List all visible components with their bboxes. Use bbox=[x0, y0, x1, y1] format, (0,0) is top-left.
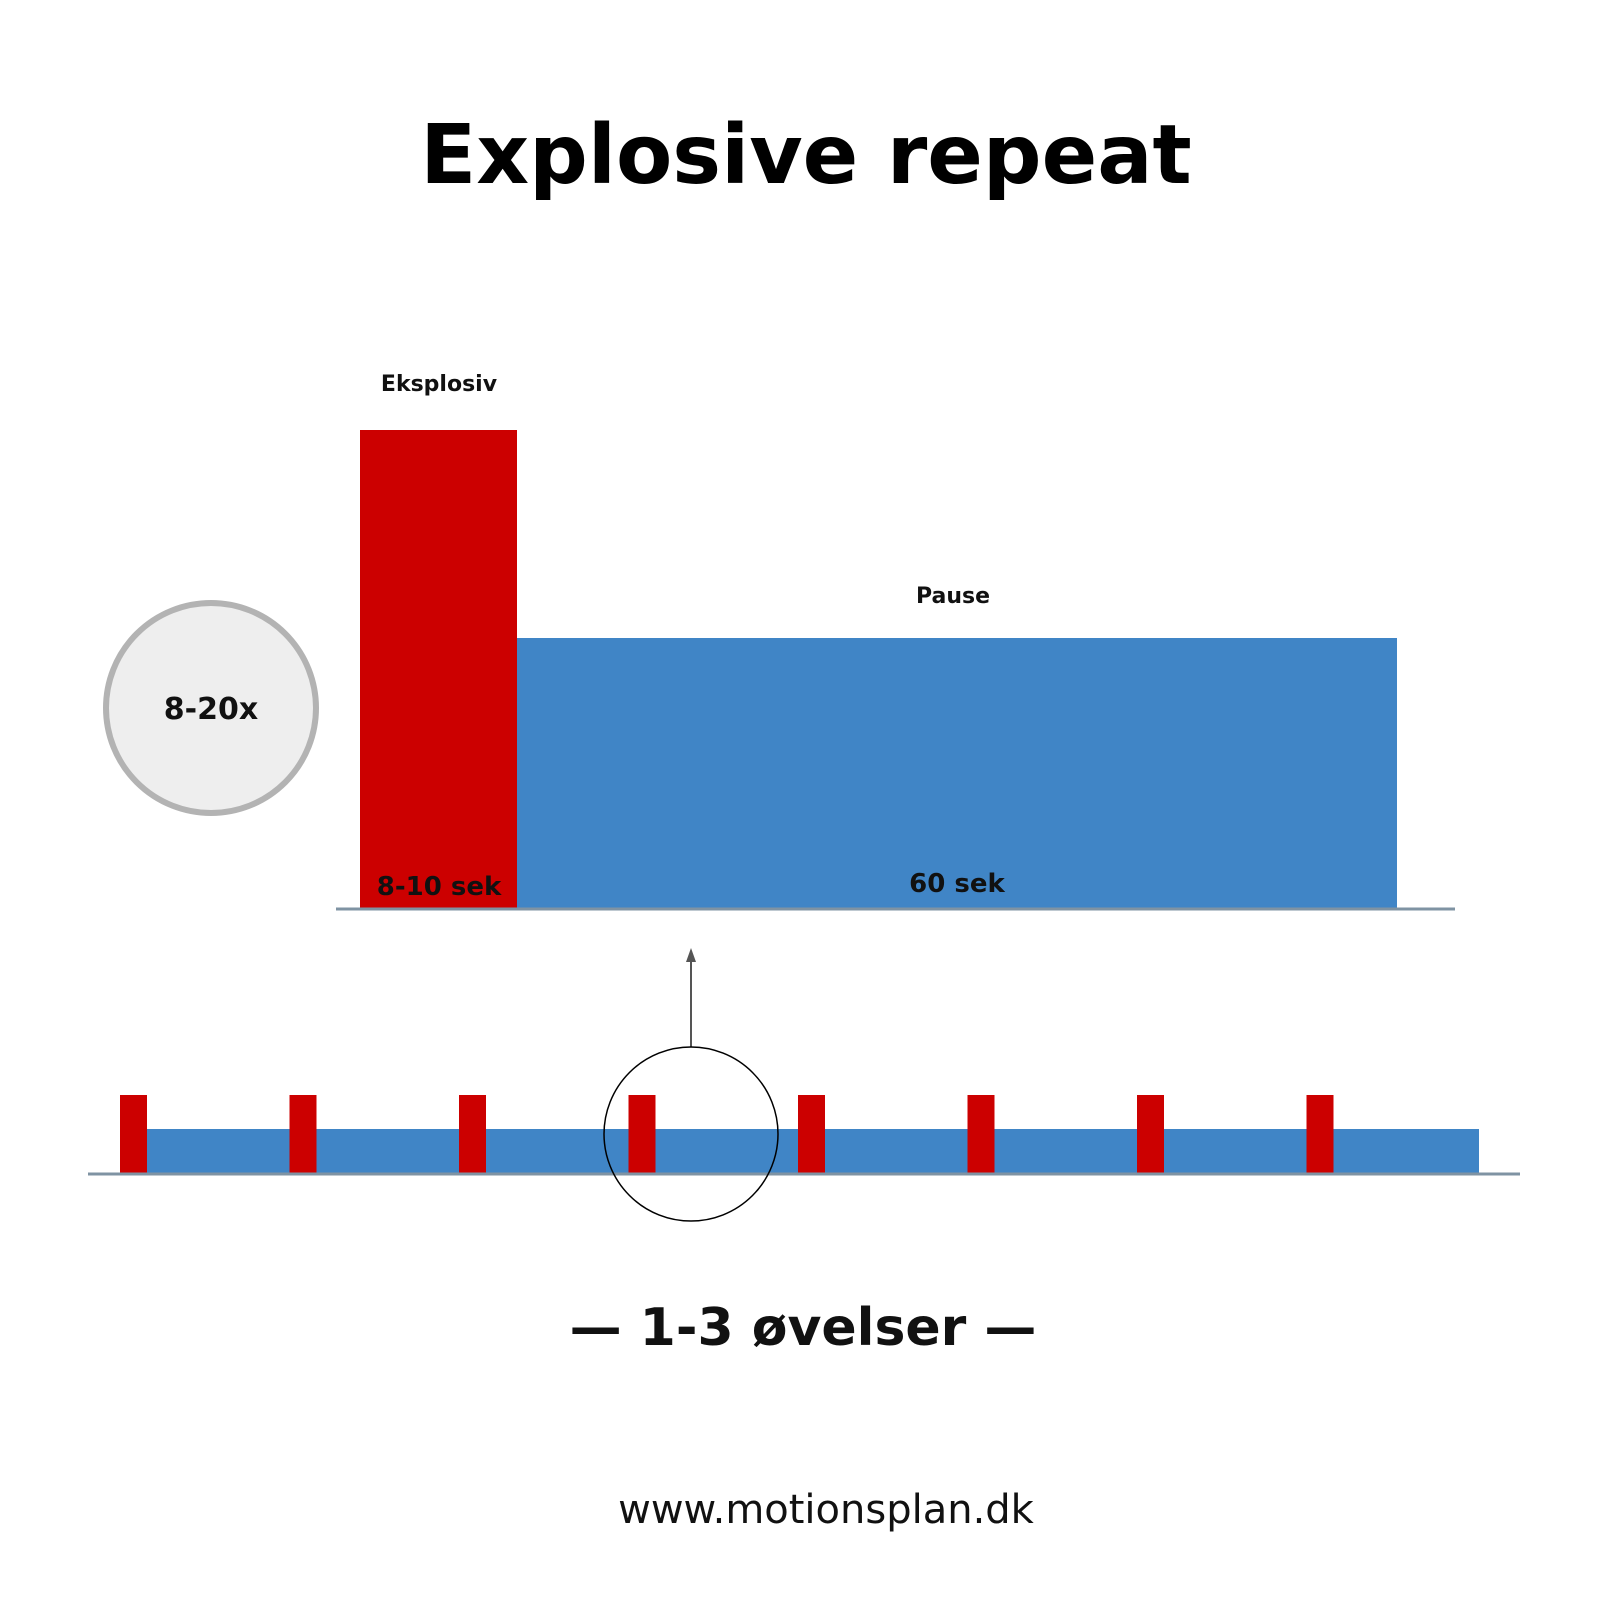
rest-bar bbox=[517, 638, 1397, 908]
overview-work-bar bbox=[798, 1095, 825, 1173]
rest-duration: 60 sek bbox=[909, 869, 1005, 899]
overview-work-bar bbox=[967, 1095, 995, 1173]
overview-work-bar bbox=[289, 1095, 317, 1173]
work-label: Eksplosiv bbox=[381, 372, 498, 397]
overview-work-bar bbox=[120, 1095, 147, 1173]
repeat-count-circle bbox=[103, 600, 319, 816]
overview-work-bar bbox=[1306, 1095, 1334, 1173]
overview-timeline bbox=[88, 1046, 1520, 1222]
zoom-highlight-circle bbox=[603, 1046, 779, 1222]
overview-work-bar bbox=[628, 1095, 656, 1173]
repeat-count: 8-20x bbox=[164, 692, 258, 727]
zoom-arrow-head bbox=[686, 948, 696, 962]
detail-interval: Eksplosiv 8-10 sek Pause 60 sek bbox=[336, 372, 1455, 911]
overview-work-bar bbox=[1137, 1095, 1164, 1173]
work-duration: 8-10 sek bbox=[377, 872, 502, 902]
overview-work-bar bbox=[459, 1095, 486, 1173]
repeat-count-badge: 8-20x bbox=[103, 600, 319, 816]
rest-label: Pause bbox=[916, 584, 990, 609]
diagram-title: Explosive repeat bbox=[420, 108, 1191, 203]
website-url: www.motionsplan.dk bbox=[618, 1487, 1035, 1533]
explosive-work-bar bbox=[360, 430, 517, 908]
overview-work-bars bbox=[120, 1095, 1334, 1173]
zoom-arrow bbox=[686, 948, 696, 1047]
exercise-count-label: — 1-3 øvelser — bbox=[570, 1298, 1037, 1358]
